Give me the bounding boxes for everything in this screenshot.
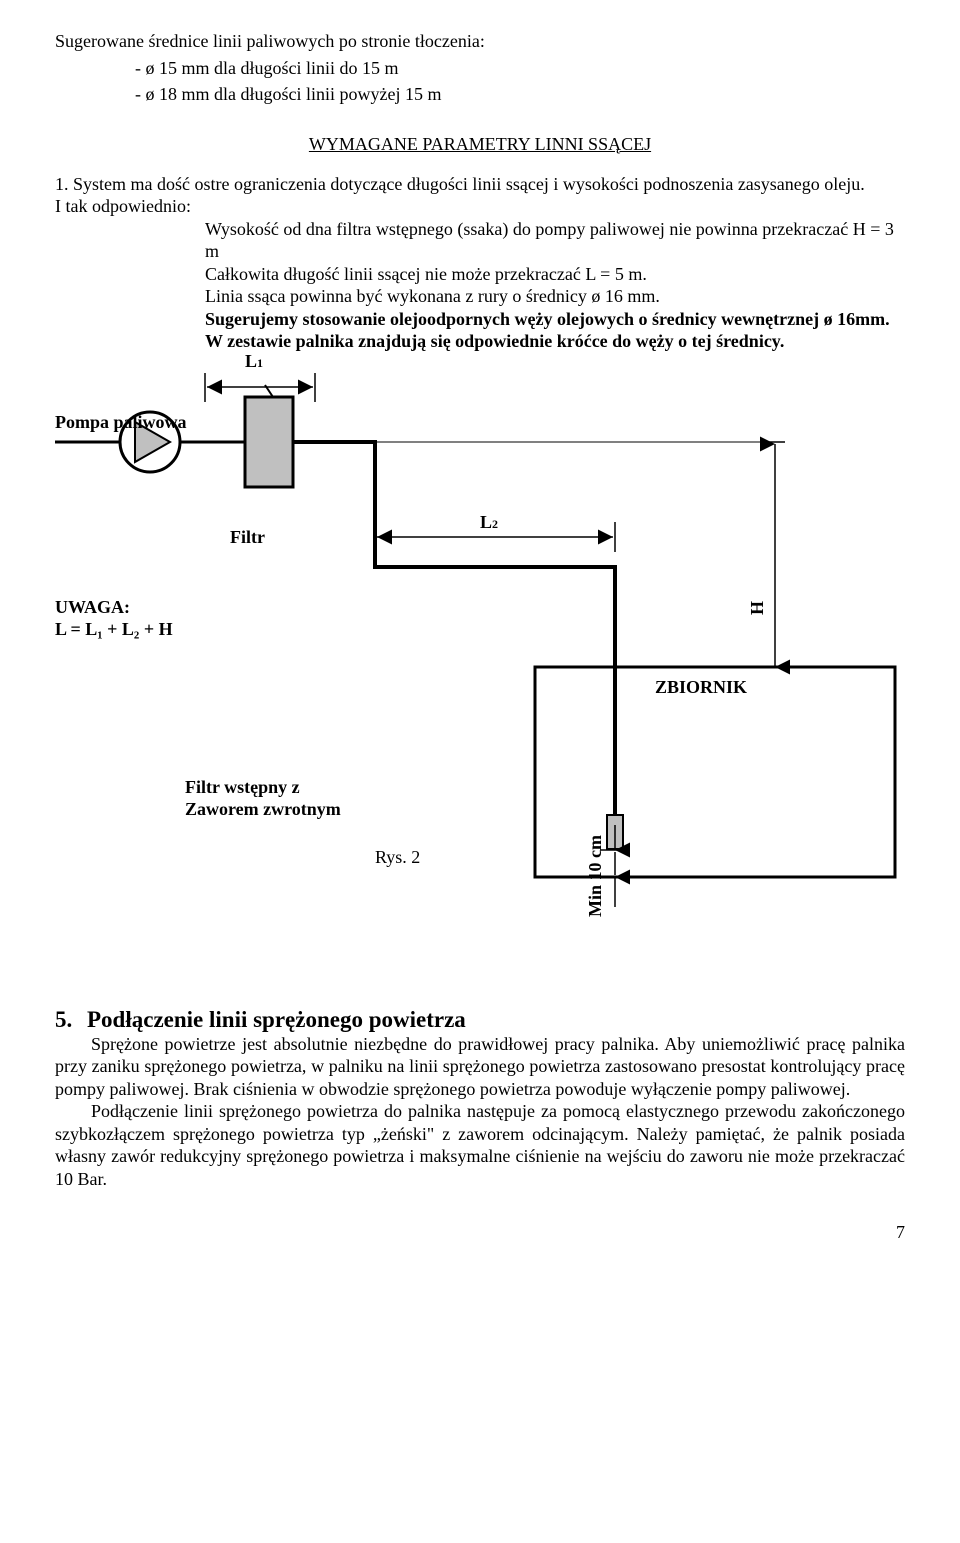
section5-paragraphs: Sprężone powietrze jest absolutnie niezb… (55, 1033, 905, 1191)
para1-s4: Całkowita długość linii ssącej nie może … (205, 263, 905, 286)
para1-num: 1. (55, 174, 69, 194)
numbered-para-1: 1. System ma dość ostre ograniczenia dot… (55, 173, 905, 353)
para1-s5: Linia ssąca powinna być wykonana z rury … (205, 285, 905, 308)
min10-label: Min 10 cm (585, 835, 606, 917)
para1-s1: System ma dość ostre ograniczenia dotycz… (73, 174, 865, 194)
L2-label: L (480, 512, 492, 532)
note-line2: L = L₁ + L₂ + H (55, 619, 173, 640)
intro-bullets: - ø 15 mm dla długości linii do 15 m - ø… (55, 57, 905, 106)
L2-sub: 2 (492, 517, 498, 531)
section5-p1: Sprężone powietrze jest absolutnie niezb… (55, 1033, 905, 1101)
L1-label: L (245, 351, 257, 371)
page-root: Sugerowane średnice linii paliwowych po … (0, 0, 960, 1273)
para1-s3: Wysokość od dna filtra wstępnego (ssaka)… (205, 218, 905, 263)
bullet-1: - ø 15 mm dla długości linii do 15 m (135, 57, 905, 80)
filter-label: Filtr (230, 527, 265, 548)
section5-p2: Podłączenie linii sprężonego powietrza d… (55, 1100, 905, 1190)
bullet-2: - ø 18 mm dla długości linii powyżej 15 … (135, 83, 905, 106)
prefilter-l2: Zaworem zwrotnym (185, 799, 341, 820)
figure-caption: Rys. 2 (375, 847, 420, 868)
H-label: H (747, 600, 768, 614)
section5-num: 5. (55, 1007, 87, 1033)
diagram-svg (55, 347, 905, 967)
section5-title: Podłączenie linii sprężonego powietrza (87, 1007, 466, 1032)
note-line1: UWAGA: (55, 597, 130, 618)
tank-label: ZBIORNIK (655, 677, 747, 698)
section5-heading: 5.Podłączenie linii sprężonego powietrza (55, 1007, 905, 1033)
L1-sub: 1 (257, 356, 263, 370)
pump-label: Pompa paliwowa (55, 412, 187, 433)
para1-s2: I tak odpowiednio: (55, 195, 905, 218)
intro-line: Sugerowane średnice linii paliwowych po … (55, 30, 905, 53)
prefilter-l1: Filtr wstępny z (185, 777, 300, 798)
fuel-line-diagram: Pompa paliwowa L1 Filtr L2 UWAGA: L = L₁… (55, 347, 905, 967)
section-title: WYMAGANE PARAMETRY LINNI SSĄCEJ (55, 134, 905, 155)
page-number: 7 (55, 1222, 905, 1243)
